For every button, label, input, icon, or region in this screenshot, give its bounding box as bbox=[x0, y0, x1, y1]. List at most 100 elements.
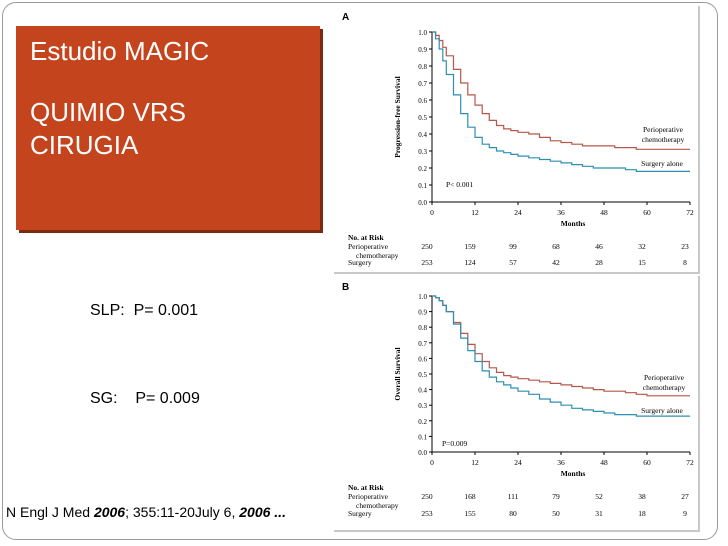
y-tick-label: 0.6 bbox=[418, 355, 427, 363]
y-tick-label: 0.1 bbox=[418, 182, 427, 190]
series-label: Surgery alone bbox=[641, 406, 683, 415]
chart-b: B 0.0 0.1 0.2 0.3 0.4 0.5 0.6 0.7 0.8 0.9 1.0 0 12 24 3… bbox=[342, 282, 694, 518]
title-box: Estudio MAGIC QUIMIO VRS CIRUGIA bbox=[16, 26, 320, 230]
y-tick-label: 0.5 bbox=[418, 114, 427, 122]
at-risk-row-label: chemotherapy bbox=[356, 251, 399, 260]
at-risk-value: 80 bbox=[509, 509, 517, 518]
surgery-curve bbox=[432, 31, 690, 172]
y-tick-label: 0.0 bbox=[418, 449, 427, 457]
at-risk-value: 250 bbox=[421, 242, 433, 251]
x-tick-label: 24 bbox=[514, 208, 522, 217]
citation-date-year: 2006 ... bbox=[239, 504, 286, 520]
at-risk-value: 31 bbox=[595, 509, 603, 518]
series-label: Surgery alone bbox=[641, 159, 683, 168]
y-tick-label: 0.5 bbox=[418, 371, 427, 379]
p-value-label: P=0.009 bbox=[442, 439, 468, 448]
y-tick-label: 0.9 bbox=[418, 309, 427, 317]
at-risk-header: No. at Risk bbox=[348, 483, 384, 492]
x-tick-label: 0 bbox=[430, 458, 434, 467]
at-risk-value: 8 bbox=[683, 258, 687, 267]
at-risk-value: 52 bbox=[595, 492, 603, 501]
at-risk-row-label: chemotherapy bbox=[356, 501, 399, 510]
at-risk-value: 253 bbox=[421, 509, 433, 518]
x-tick-label: 72 bbox=[686, 458, 694, 467]
at-risk-value: 42 bbox=[552, 258, 560, 267]
y-axis-label: Progression-free Survival bbox=[393, 76, 402, 157]
x-tick-label: 36 bbox=[557, 208, 565, 217]
chart-a: A 0.0 0.1 0.2 0.3 0.4 0.5 0.6 0.7 0.8 0.9 1.0 0 12 24 3… bbox=[342, 12, 694, 267]
at-risk-value: 155 bbox=[464, 509, 476, 518]
x-tick-label: 24 bbox=[514, 458, 522, 467]
sg-stat: SG: P= 0.009 bbox=[90, 390, 200, 407]
title-line-3: CIRUGIA bbox=[30, 130, 139, 160]
surgery-curve bbox=[432, 295, 690, 417]
x-tick-label: 48 bbox=[600, 208, 608, 217]
x-tick-label: 12 bbox=[471, 208, 479, 217]
at-risk-value: 27 bbox=[681, 492, 689, 501]
y-tick-label: 1.0 bbox=[418, 293, 427, 301]
y-tick-label: 0.1 bbox=[418, 433, 427, 441]
y-axis-label: Overall Survival bbox=[393, 347, 402, 400]
panel-label: B bbox=[342, 282, 349, 293]
at-risk-value: 79 bbox=[552, 492, 560, 501]
at-risk-row-label: Perioperative bbox=[348, 242, 389, 251]
slp-stat: SLP: P= 0.001 bbox=[90, 302, 199, 319]
at-risk-value: 15 bbox=[638, 258, 646, 267]
series-label: chemotherapy bbox=[642, 135, 685, 144]
at-risk-value: 111 bbox=[508, 492, 519, 501]
at-risk-value: 32 bbox=[638, 242, 646, 251]
y-tick-label: 0.2 bbox=[418, 418, 427, 426]
at-risk-row-label: Surgery bbox=[348, 509, 372, 518]
y-tick-label: 0.4 bbox=[418, 387, 427, 395]
series-label: Perioperative bbox=[644, 373, 685, 382]
y-tick-label: 1.0 bbox=[418, 29, 427, 37]
chart-panel-a: A 0.0 0.1 0.2 0.3 0.4 0.5 0.6 0.7 0.8 0.9 1.0 0 12 24 3… bbox=[334, 6, 700, 274]
at-risk-header: No. at Risk bbox=[348, 233, 384, 242]
title-line-1: Estudio MAGIC bbox=[30, 36, 210, 66]
citation-details: ; 355:11-20July 6, bbox=[125, 504, 240, 520]
at-risk-value: 250 bbox=[421, 492, 433, 501]
at-risk-value: 38 bbox=[638, 492, 646, 501]
chemotherapy-curve bbox=[432, 31, 690, 150]
y-tick-label: 0.7 bbox=[418, 340, 427, 348]
at-risk-value: 23 bbox=[681, 242, 689, 251]
at-risk-value: 28 bbox=[595, 258, 603, 267]
at-risk-value: 9 bbox=[683, 509, 687, 518]
x-tick-label: 12 bbox=[471, 458, 479, 467]
x-axis-label: Months bbox=[561, 219, 586, 228]
x-tick-label: 60 bbox=[643, 458, 651, 467]
x-tick-label: 36 bbox=[557, 458, 565, 467]
at-risk-value: 18 bbox=[638, 509, 646, 518]
at-risk-value: 168 bbox=[464, 492, 476, 501]
x-tick-label: 60 bbox=[643, 208, 651, 217]
x-tick-label: 0 bbox=[430, 208, 434, 217]
citation: N Engl J Med 2006; 355:11-20July 6, 2006… bbox=[6, 504, 286, 520]
y-tick-label: 0.8 bbox=[418, 63, 427, 71]
at-risk-value: 68 bbox=[552, 242, 560, 251]
at-risk-value: 124 bbox=[464, 258, 476, 267]
y-tick-label: 0.4 bbox=[418, 131, 427, 139]
slide-frame bbox=[2, 2, 718, 540]
y-tick-label: 0.3 bbox=[418, 148, 427, 156]
y-tick-label: 0.3 bbox=[418, 402, 427, 410]
chart-panel-b: B 0.0 0.1 0.2 0.3 0.4 0.5 0.6 0.7 0.8 0.9 1.0 0 12 24 3… bbox=[334, 276, 700, 532]
citation-journal: N Engl J Med bbox=[6, 504, 94, 520]
p-value-label: P< 0.001 bbox=[446, 180, 473, 189]
x-axis-label: Months bbox=[561, 469, 586, 478]
at-risk-value: 99 bbox=[509, 242, 517, 251]
at-risk-value: 46 bbox=[595, 242, 603, 251]
series-label: chemotherapy bbox=[643, 383, 686, 392]
y-tick-label: 0.9 bbox=[418, 46, 427, 54]
at-risk-value: 50 bbox=[552, 509, 560, 518]
at-risk-value: 57 bbox=[509, 258, 517, 267]
x-tick-label: 72 bbox=[686, 208, 694, 217]
y-tick-label: 0.2 bbox=[418, 165, 427, 173]
at-risk-value: 253 bbox=[421, 258, 433, 267]
y-tick-label: 0.7 bbox=[418, 80, 427, 88]
y-tick-label: 0.8 bbox=[418, 324, 427, 332]
at-risk-value: 159 bbox=[464, 242, 476, 251]
title-line-2: QUIMIO VRS bbox=[30, 97, 187, 127]
series-label: Perioperative bbox=[643, 125, 684, 134]
y-tick-label: 0.0 bbox=[418, 199, 427, 207]
at-risk-row-label: Surgery bbox=[348, 258, 372, 267]
